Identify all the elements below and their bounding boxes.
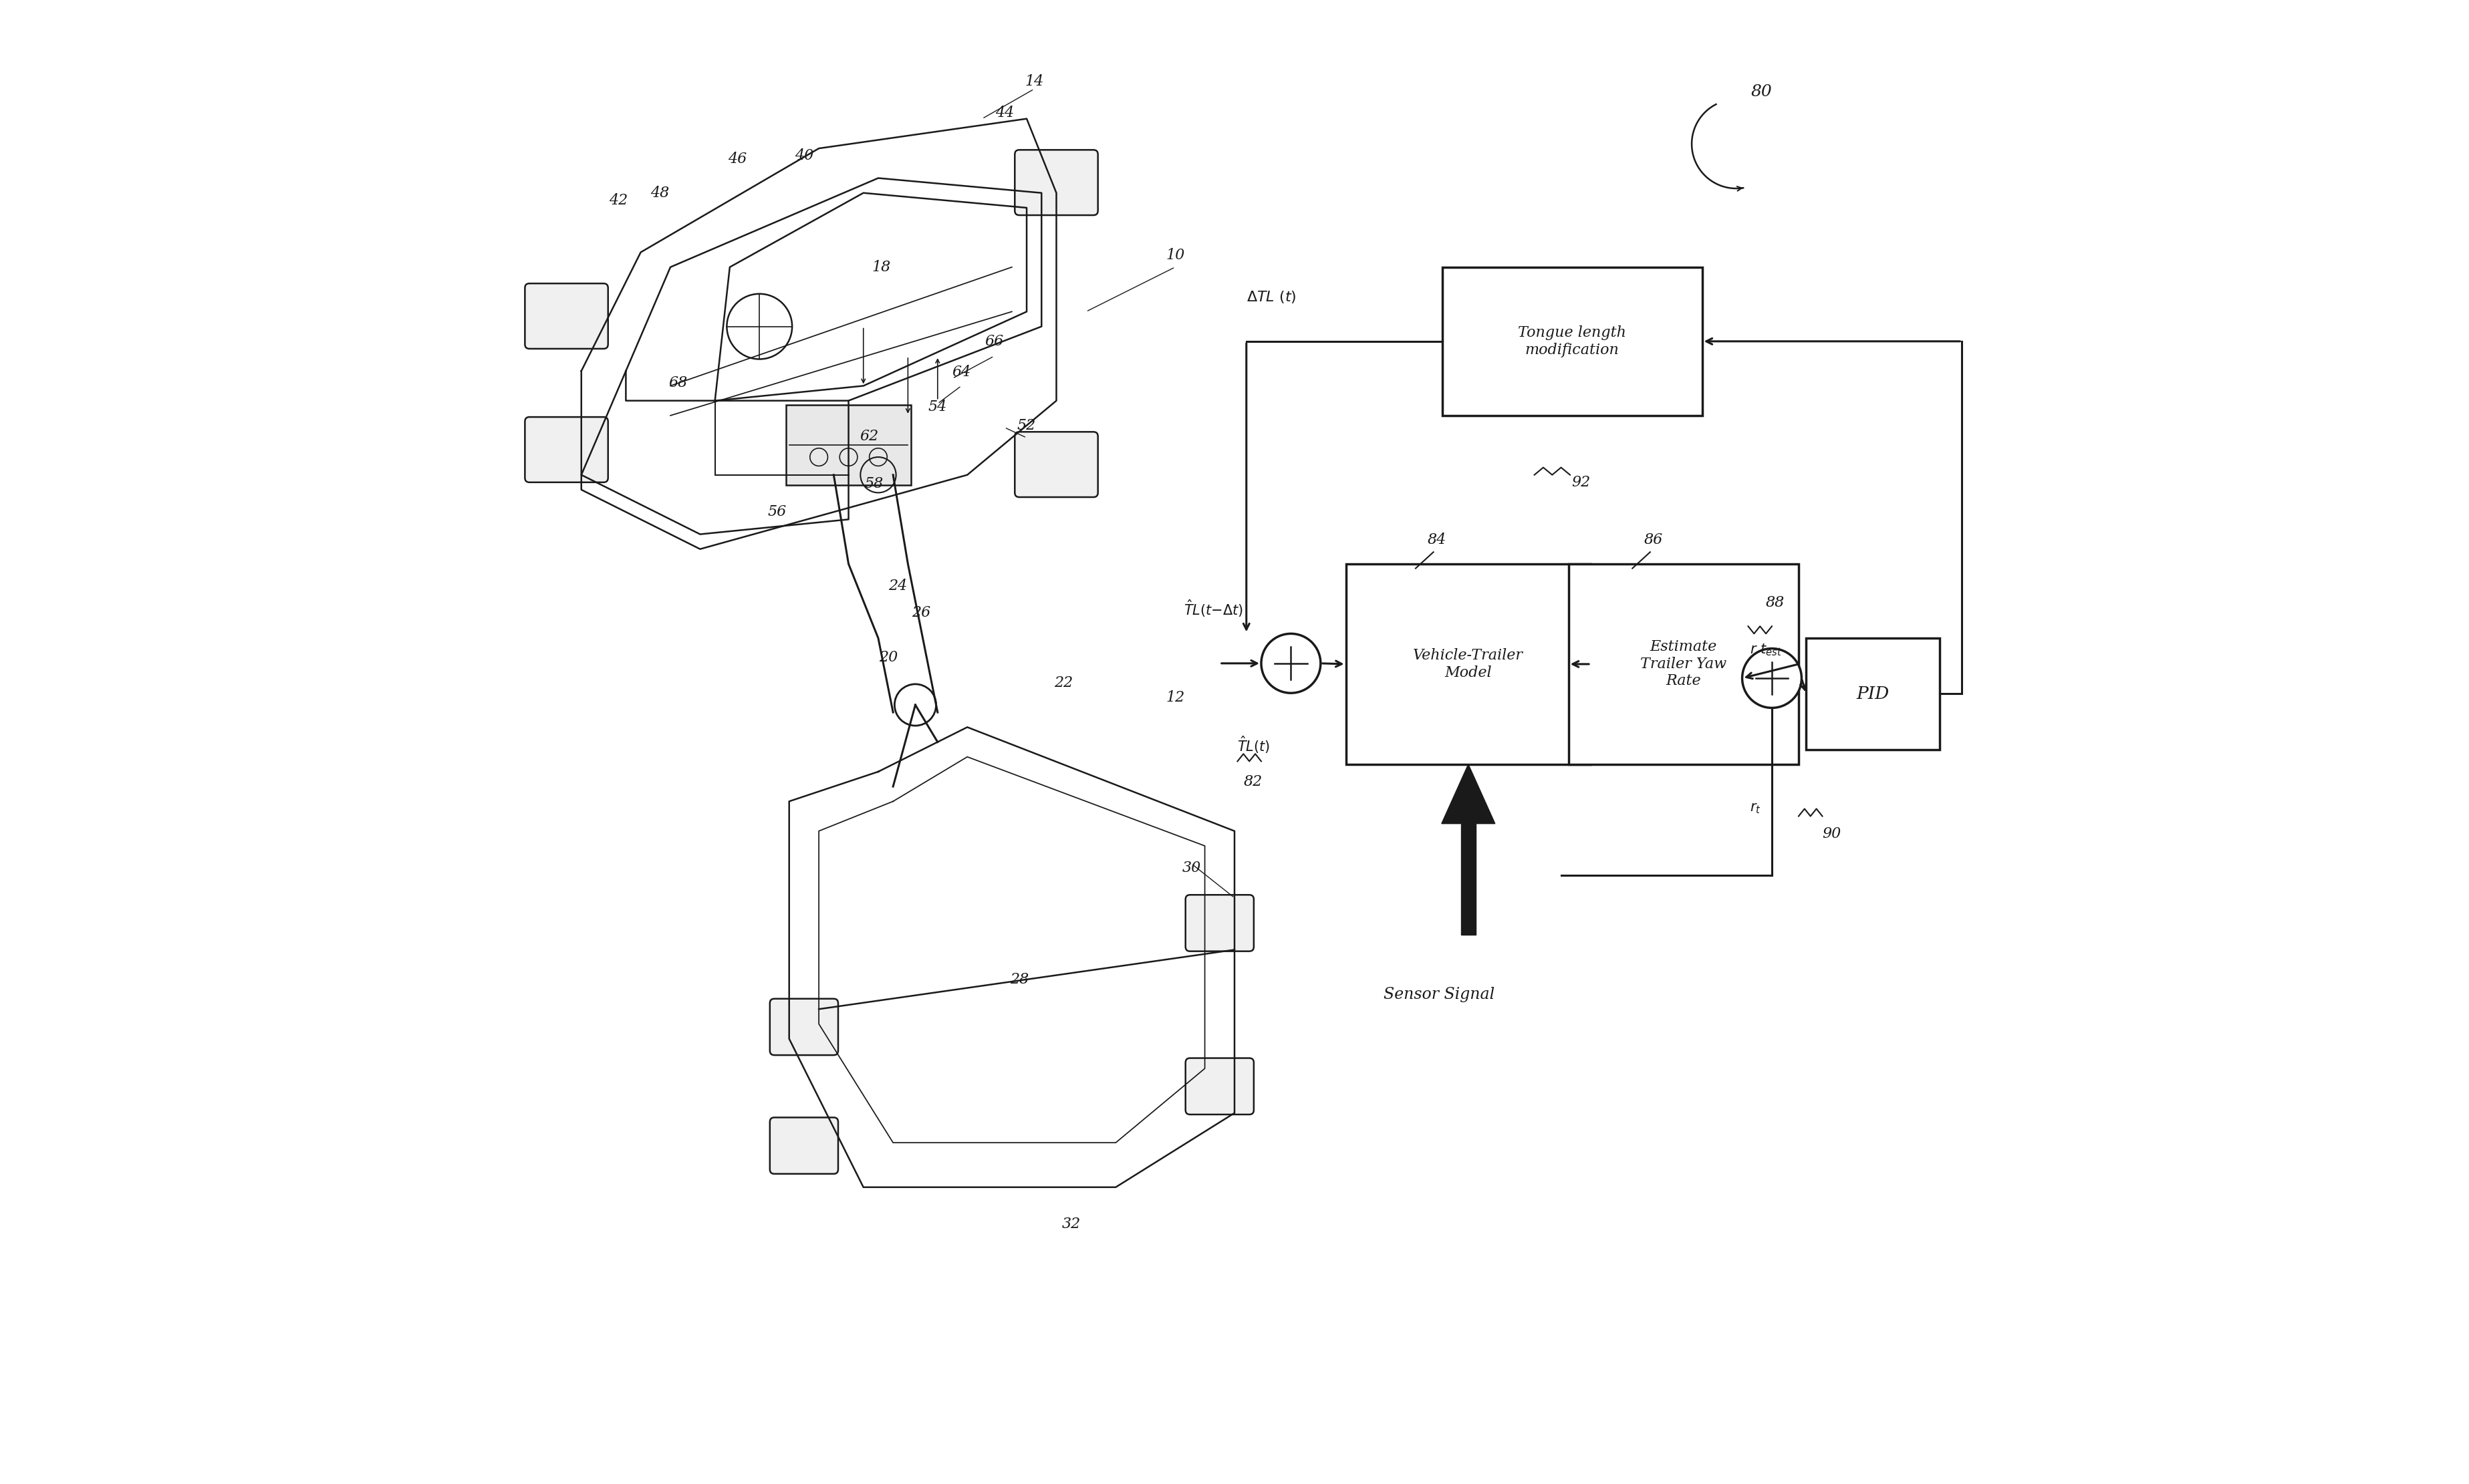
Text: Estimate
Trailer Yaw
Rate: Estimate Trailer Yaw Rate <box>1639 640 1726 689</box>
Text: $r\ t_{est}$: $r\ t_{est}$ <box>1751 643 1783 657</box>
Text: 28: 28 <box>1010 972 1030 987</box>
Text: 56: 56 <box>768 505 788 519</box>
FancyBboxPatch shape <box>1015 150 1099 215</box>
Text: 58: 58 <box>864 476 884 491</box>
Circle shape <box>1743 649 1802 708</box>
Text: 24: 24 <box>889 579 906 594</box>
FancyBboxPatch shape <box>1015 432 1099 497</box>
Polygon shape <box>1442 764 1496 824</box>
Text: Vehicle-Trailer
Model: Vehicle-Trailer Model <box>1412 649 1523 680</box>
Text: Sensor Signal: Sensor Signal <box>1383 987 1494 1002</box>
Text: 66: 66 <box>985 334 1002 349</box>
Text: $\hat{T}L(t{-}\Delta t)$: $\hat{T}L(t{-}\Delta t)$ <box>1185 598 1244 619</box>
Circle shape <box>1262 634 1321 693</box>
Text: 64: 64 <box>953 365 970 380</box>
Text: Tongue length
modification: Tongue length modification <box>1518 325 1627 358</box>
Text: 12: 12 <box>1165 690 1185 705</box>
FancyBboxPatch shape <box>770 999 837 1055</box>
Text: 18: 18 <box>872 260 891 275</box>
FancyBboxPatch shape <box>526 417 607 482</box>
Text: 80: 80 <box>1751 85 1773 99</box>
FancyBboxPatch shape <box>1568 564 1797 764</box>
Text: $\Delta TL\ (t)$: $\Delta TL\ (t)$ <box>1247 289 1296 304</box>
FancyBboxPatch shape <box>526 283 607 349</box>
FancyBboxPatch shape <box>770 1117 837 1174</box>
FancyBboxPatch shape <box>1185 1058 1254 1114</box>
Text: 46: 46 <box>728 151 746 166</box>
Text: 90: 90 <box>1822 827 1842 841</box>
Text: PID: PID <box>1857 686 1889 702</box>
Text: 88: 88 <box>1765 595 1785 610</box>
Text: 40: 40 <box>795 148 812 163</box>
Text: 68: 68 <box>669 375 686 390</box>
Text: 52: 52 <box>1017 418 1037 433</box>
Text: 54: 54 <box>928 399 948 414</box>
Text: 82: 82 <box>1244 775 1262 789</box>
FancyBboxPatch shape <box>1346 564 1590 764</box>
Text: $r_t$: $r_t$ <box>1751 803 1760 815</box>
Text: 62: 62 <box>859 429 879 444</box>
Text: 44: 44 <box>995 105 1015 120</box>
FancyBboxPatch shape <box>1805 638 1941 749</box>
Text: 30: 30 <box>1183 861 1200 876</box>
Text: 14: 14 <box>1025 74 1044 89</box>
Text: 84: 84 <box>1427 533 1447 548</box>
FancyBboxPatch shape <box>1185 895 1254 951</box>
Text: 92: 92 <box>1570 475 1590 490</box>
Text: 86: 86 <box>1644 533 1664 548</box>
Text: 32: 32 <box>1062 1217 1081 1232</box>
Text: 10: 10 <box>1165 248 1185 263</box>
Text: 26: 26 <box>911 605 931 620</box>
Text: $\hat{T}L(t)$: $\hat{T}L(t)$ <box>1237 735 1269 755</box>
Polygon shape <box>1462 824 1476 935</box>
Text: 42: 42 <box>610 193 627 208</box>
FancyBboxPatch shape <box>785 405 911 485</box>
Text: 20: 20 <box>879 650 899 665</box>
FancyBboxPatch shape <box>1442 267 1701 416</box>
Text: 48: 48 <box>649 186 669 200</box>
Text: 22: 22 <box>1054 675 1074 690</box>
